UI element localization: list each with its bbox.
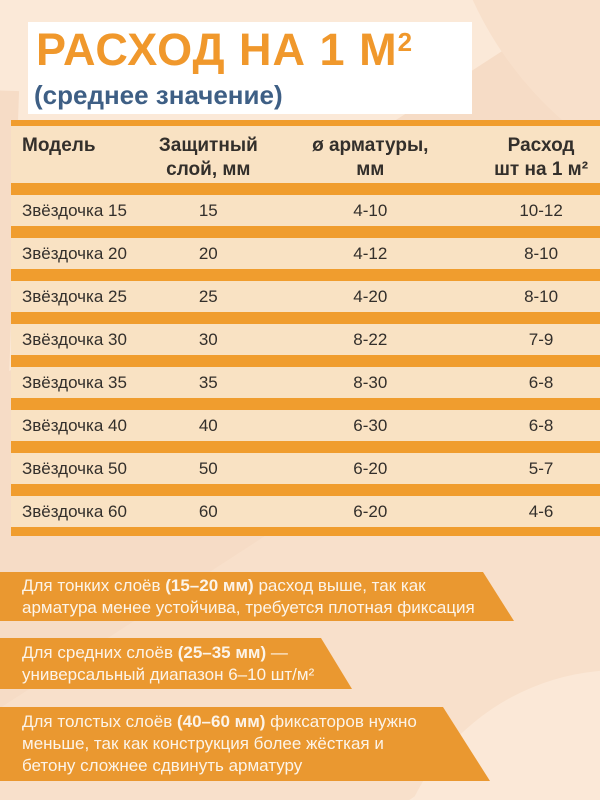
- table-row: Звёздочка 30 30 8-22 7-9: [11, 324, 600, 355]
- row-separator: [11, 269, 600, 281]
- row-separator: [11, 312, 600, 324]
- cell-consumption: 5-7: [528, 458, 554, 478]
- note-text: Для тонких слоёв: [22, 576, 166, 595]
- row-separator: [11, 441, 600, 453]
- note-line: арматура менее устойчива, требуется плот…: [22, 598, 475, 617]
- cell-layer: 35: [198, 372, 218, 392]
- note-line: Для средних слоёв (25–35 мм) —: [22, 642, 352, 664]
- header-layer-line1: Защитный: [158, 135, 258, 156]
- cell-diameter: 6-30: [353, 415, 388, 435]
- note-line: Для толстых слоёв (40–60 мм) фиксаторов …: [22, 711, 490, 733]
- cell-consumption: 10-12: [519, 200, 563, 220]
- cell-consumption: 8-10: [524, 286, 559, 306]
- note-bold-range: (15–20 мм): [165, 576, 254, 595]
- note-banner-medium-layers: Для средних слоёв (25–35 мм) — универсал…: [0, 638, 352, 689]
- cell-model: Звёздочка 35: [22, 372, 127, 392]
- cell-layer: 15: [198, 200, 218, 220]
- cell-layer: 25: [198, 286, 218, 306]
- cell-consumption: 8-10: [524, 243, 559, 263]
- header-layer-line2: слой, мм: [166, 159, 251, 180]
- cell-diameter: 8-30: [353, 372, 388, 392]
- cell-diameter: 8-22: [353, 329, 388, 349]
- header-cell-model: Модель: [11, 134, 158, 158]
- header-cell-diameter: ø арматуры, мм: [258, 134, 482, 182]
- table-row: Звёздочка 40 40 6-30 6-8: [11, 410, 600, 441]
- cell-layer: 30: [198, 329, 218, 349]
- page-title-text: РАСХОД НА 1 М: [36, 24, 398, 75]
- cell-diameter: 4-20: [353, 286, 388, 306]
- note-text: Для средних слоёв: [22, 643, 178, 662]
- consumption-table: Модель Защитный слой, мм ø арматуры, мм …: [11, 120, 600, 536]
- header-consumption-line2: шт на 1 м²: [494, 159, 589, 180]
- table-header-row: Модель Защитный слой, мм ø арматуры, мм …: [11, 126, 600, 183]
- table-row: Звёздочка 15 15 4-10 10-12: [11, 195, 600, 226]
- note-banner-thick-layers: Для толстых слоёв (40–60 мм) фиксаторов …: [0, 707, 490, 781]
- row-separator: [11, 398, 600, 410]
- table-row: Звёздочка 60 60 6-20 4-6: [11, 496, 600, 527]
- cell-layer: 20: [198, 243, 218, 263]
- table-row: Звёздочка 50 50 6-20 5-7: [11, 453, 600, 484]
- row-separator: [11, 226, 600, 238]
- cell-diameter: 6-20: [353, 458, 388, 478]
- table-top-border: [11, 120, 600, 126]
- title-superscript: 2: [397, 27, 413, 57]
- note-line: Для тонких слоёв (15–20 мм) расход выше,…: [22, 575, 514, 597]
- header-diameter-line1: ø арматуры,: [312, 135, 429, 156]
- cell-layer: 40: [198, 415, 218, 435]
- cell-model: Звёздочка 25: [22, 286, 127, 306]
- row-separator: [11, 355, 600, 367]
- note-text: фиксаторов нужно: [265, 712, 417, 731]
- cell-model: Звёздочка 50: [22, 458, 127, 478]
- cell-model: Звёздочка 20: [22, 243, 127, 263]
- header-model-line1: Модель: [22, 135, 96, 156]
- note-line: меньше, так как конструкция более жёстка…: [22, 734, 384, 753]
- note-text: расход выше, так как: [253, 576, 426, 595]
- table-bottom-border: [11, 527, 600, 536]
- page-subtitle: (среднее значение): [34, 80, 283, 110]
- page-title: РАСХОД НА 1 М2: [36, 24, 412, 76]
- note-bold-range: (40–60 мм): [176, 712, 266, 731]
- cell-model: Звёздочка 15: [22, 200, 127, 220]
- row-separator: [11, 183, 600, 195]
- cell-diameter: 6-20: [353, 501, 388, 521]
- cell-layer: 50: [198, 458, 218, 478]
- note-text: Для толстых слоёв: [22, 712, 177, 731]
- cell-model: Звёздочка 30: [22, 329, 127, 349]
- note-line: бетону сложнее сдвинуть арматуру: [22, 756, 303, 775]
- note-bold-range: (25–35 мм): [177, 643, 267, 662]
- cell-model: Звёздочка 60: [22, 501, 127, 521]
- cell-diameter: 4-10: [353, 200, 388, 220]
- table-row: Звёздочка 35 35 8-30 6-8: [11, 367, 600, 398]
- table-row: Звёздочка 25 25 4-20 8-10: [11, 281, 600, 312]
- title-card: РАСХОД НА 1 М2 (среднее значение): [28, 22, 472, 114]
- header-consumption-line1: Расход: [507, 135, 575, 156]
- cell-consumption: 6-8: [528, 372, 554, 392]
- cell-model: Звёздочка 40: [22, 415, 127, 435]
- cell-consumption: 6-8: [528, 415, 554, 435]
- header-cell-consumption: Расход шт на 1 м²: [482, 134, 600, 182]
- cell-layer: 60: [198, 501, 218, 521]
- row-separator: [11, 484, 600, 496]
- table-row: Звёздочка 20 20 4-12 8-10: [11, 238, 600, 269]
- cell-consumption: 4-6: [528, 501, 554, 521]
- header-cell-layer: Защитный слой, мм: [158, 134, 258, 182]
- cell-diameter: 4-12: [353, 243, 388, 263]
- note-text: —: [266, 643, 288, 662]
- cell-consumption: 7-9: [528, 329, 554, 349]
- note-banner-thin-layers: Для тонких слоёв (15–20 мм) расход выше,…: [0, 572, 514, 621]
- header-diameter-line2: мм: [356, 159, 385, 180]
- note-line: универсальный диапазон 6–10 шт/м²: [22, 665, 315, 684]
